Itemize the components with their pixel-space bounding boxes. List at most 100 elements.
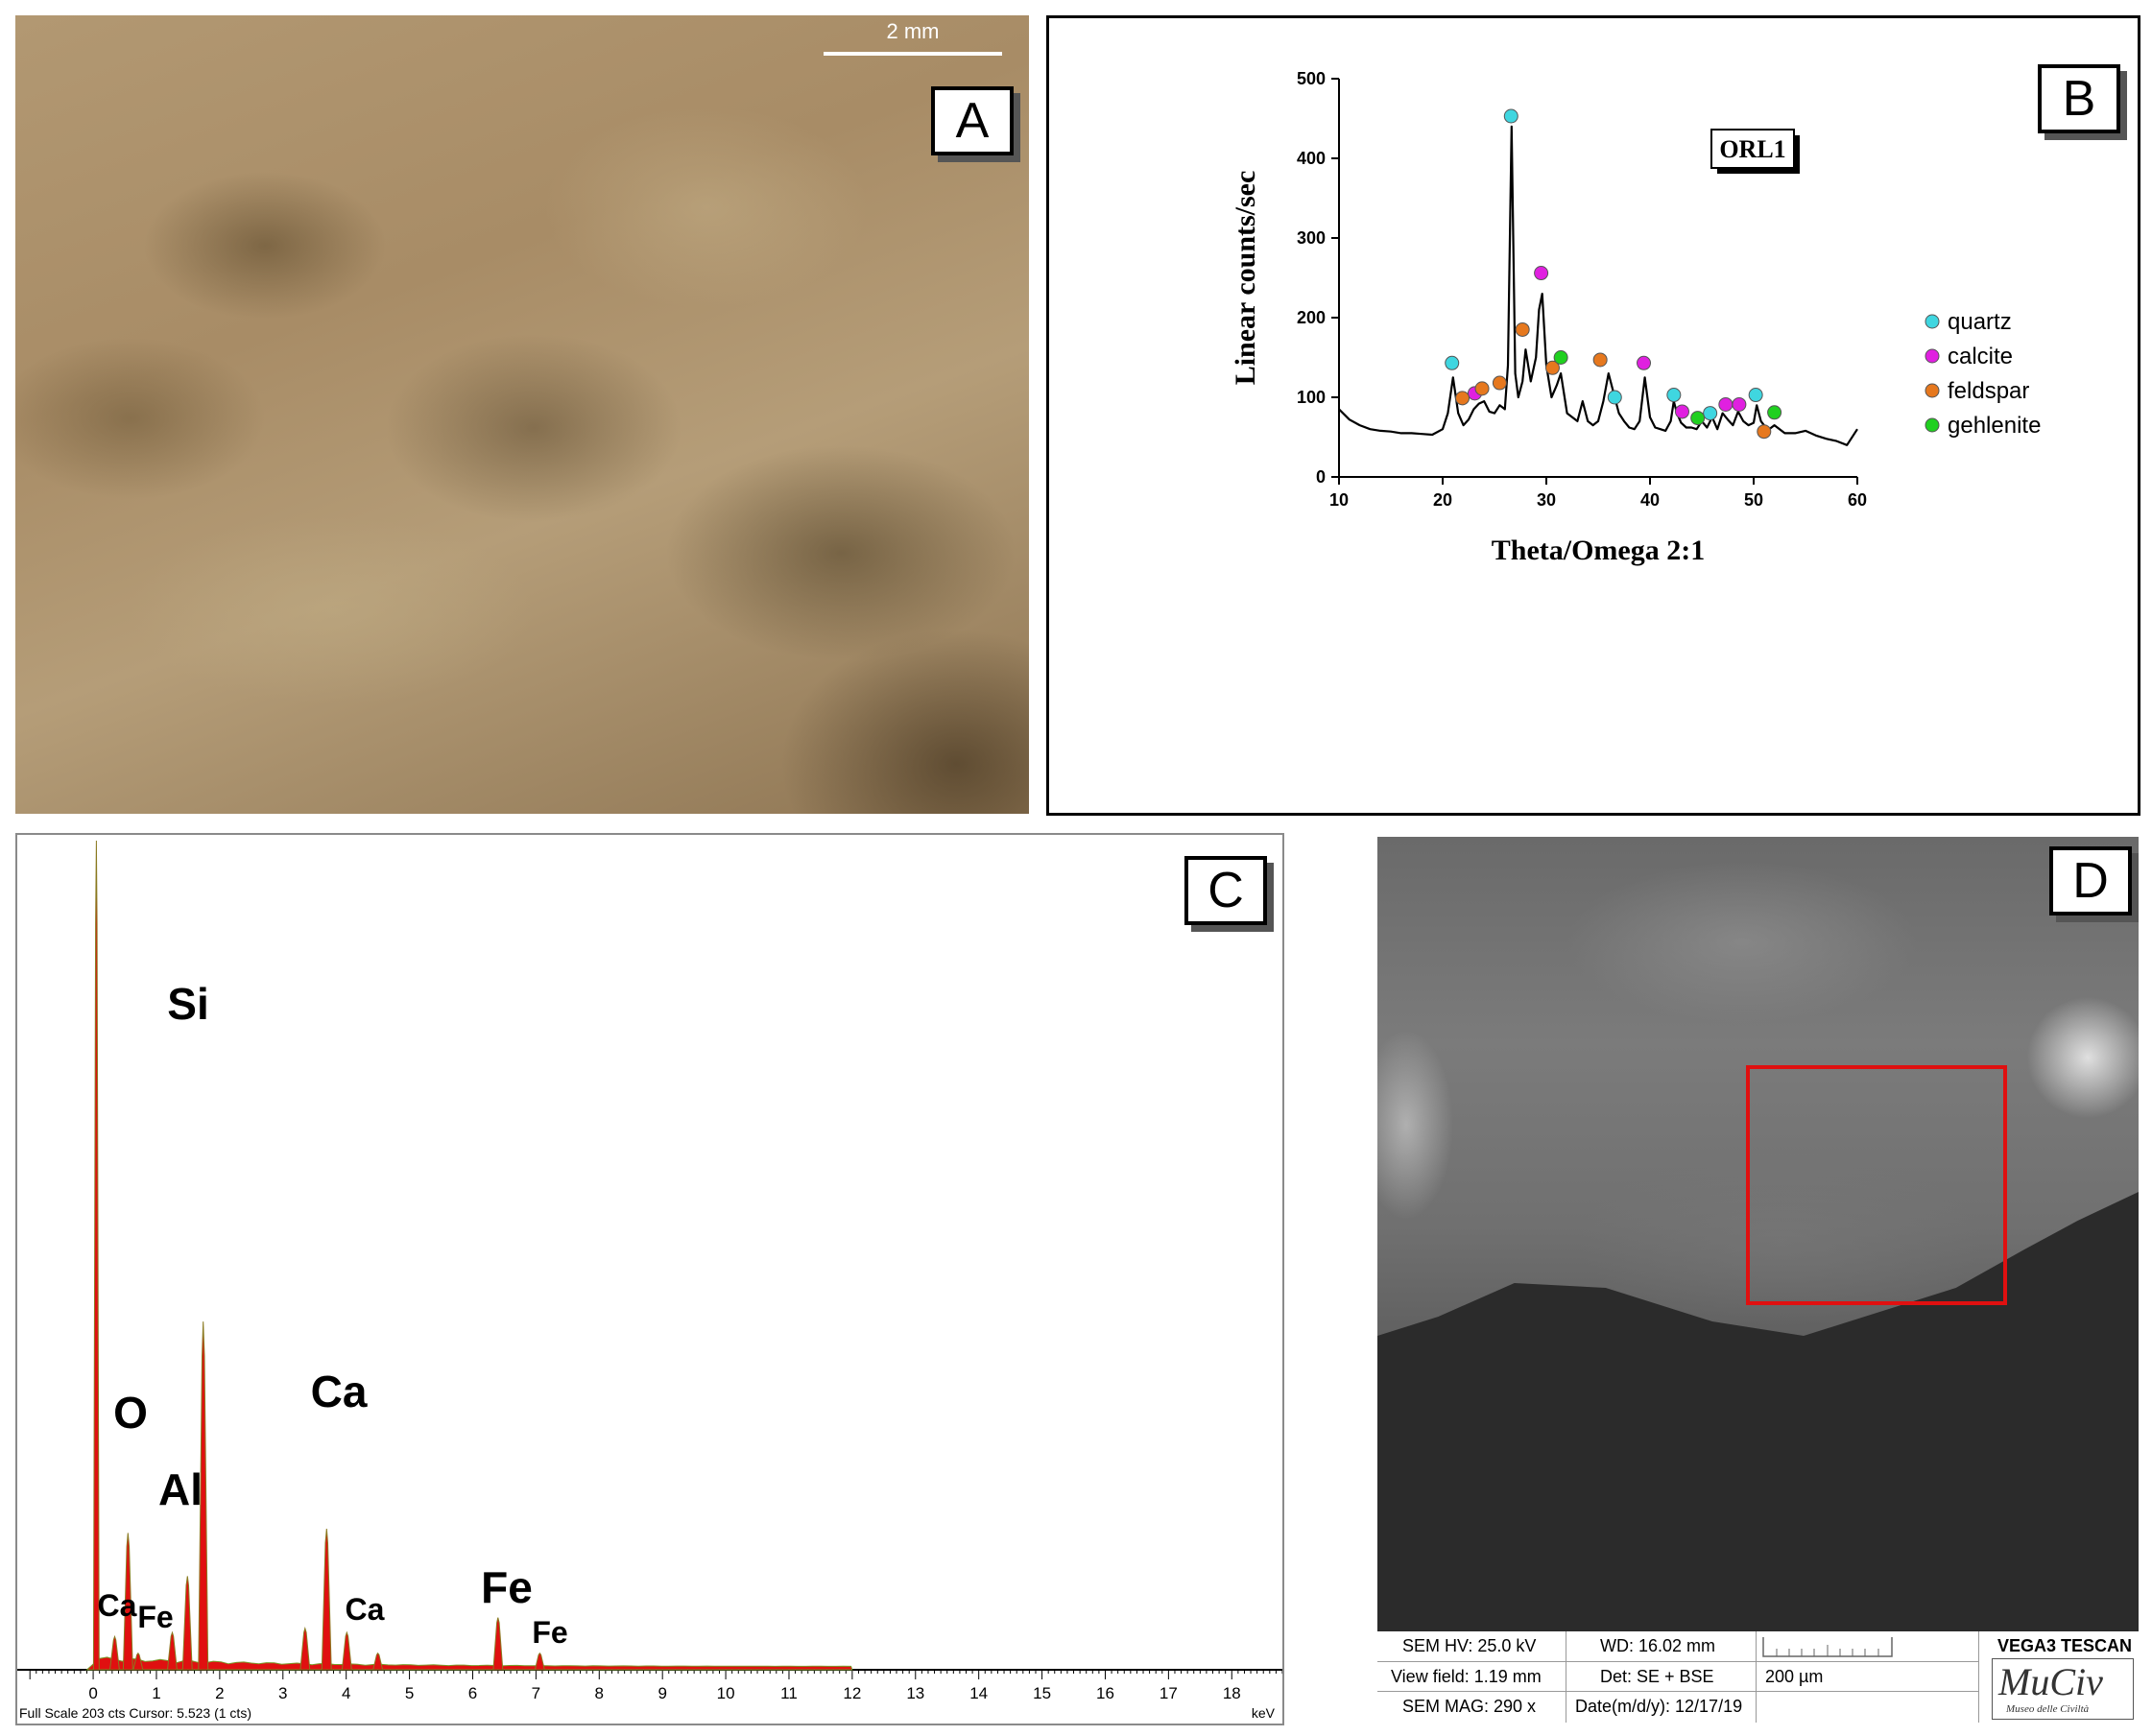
xrd-chart: 0 100 200 300 400 500 10 20 30 40 50 60 Theta/Omega … bbox=[1230, 69, 2041, 566]
legend-label-gehlenite: gehlenite bbox=[1948, 413, 2041, 439]
xrd-pattern-line bbox=[1338, 125, 1858, 446]
sem-scale-bar bbox=[1762, 1637, 1893, 1657]
energy-tick-label: 17 bbox=[1160, 1684, 1178, 1702]
marker-quartz bbox=[1607, 390, 1622, 405]
panel-d-sem: D SEM HV: 25.0 kV WD: 16.02 mm VEGA3 TES… bbox=[1377, 837, 2139, 1723]
marker-quartz bbox=[1666, 388, 1682, 403]
spectrum-peak bbox=[321, 1529, 332, 1671]
spectrum-peak bbox=[198, 1321, 209, 1671]
energy-tick-label: 12 bbox=[843, 1684, 861, 1702]
x-tick-label: 20 bbox=[1433, 490, 1452, 510]
region-of-interest-box bbox=[1746, 1065, 2007, 1305]
y-tick-label: 500 bbox=[1297, 69, 1326, 88]
scale-bar bbox=[824, 52, 1002, 56]
sample-label-box bbox=[1710, 129, 1795, 169]
panel-letter-c: C bbox=[1184, 856, 1267, 925]
sem-detector: Det: SE + BSE bbox=[1600, 1667, 1714, 1686]
y-tick-label: 400 bbox=[1297, 149, 1326, 168]
energy-tick-label: 0 bbox=[88, 1684, 97, 1702]
x-tick-label: 40 bbox=[1640, 490, 1660, 510]
y-tick-label: 0 bbox=[1316, 467, 1326, 487]
marker-feldspar bbox=[1757, 424, 1772, 440]
energy-tick-label: 2 bbox=[215, 1684, 224, 1702]
panel-letter-d: D bbox=[2049, 846, 2132, 916]
y-tick-label: 100 bbox=[1297, 388, 1326, 407]
panel-letter-b: B bbox=[2038, 64, 2120, 133]
energy-tick-label: 1 bbox=[152, 1684, 160, 1702]
legend-label-calcite: calcite bbox=[1948, 344, 2013, 369]
energy-tick-label: 11 bbox=[780, 1684, 798, 1702]
element-label-fe: Fe bbox=[532, 1615, 567, 1650]
energy-tick-label: 5 bbox=[405, 1684, 414, 1702]
energy-tick-label: 6 bbox=[468, 1684, 477, 1702]
energy-tick-label: 15 bbox=[1033, 1684, 1051, 1702]
legend-marker-gehlenite bbox=[1925, 417, 1940, 433]
panel-a-micrograph: 2 mm A bbox=[15, 15, 1029, 814]
legend-label-feldspar: feldspar bbox=[1948, 378, 2029, 404]
xrd-plot-area: 0 100 200 300 400 500 10 20 30 40 50 60 Theta/Omega … bbox=[1230, 69, 1867, 566]
legend-marker-calcite bbox=[1925, 348, 1940, 364]
museum-logo: MuCiv Museo delle Civiltà bbox=[1992, 1658, 2134, 1720]
x-tick-label: 30 bbox=[1537, 490, 1556, 510]
marker-calcite bbox=[1718, 396, 1734, 412]
spectrum-peak bbox=[108, 1634, 120, 1671]
sem-date: Date(m/d/y): 12/17/19 bbox=[1575, 1697, 1743, 1716]
energy-tick-label: 4 bbox=[342, 1684, 350, 1702]
spectrum-peak bbox=[132, 1652, 144, 1671]
spectrum-peak bbox=[299, 1627, 311, 1671]
sem-wd: WD: 16.02 mm bbox=[1600, 1636, 1716, 1655]
marker-calcite bbox=[1534, 266, 1549, 281]
energy-tick-label: 7 bbox=[532, 1684, 540, 1702]
x-tick-label: 50 bbox=[1744, 490, 1763, 510]
spectrum-peak bbox=[372, 1652, 384, 1671]
marker-quartz bbox=[1445, 355, 1460, 370]
marker-calcite bbox=[1637, 355, 1652, 370]
marker-feldspar bbox=[1592, 352, 1608, 368]
energy-axis-unit: keV bbox=[1252, 1705, 1276, 1721]
marker-quartz bbox=[1703, 406, 1718, 421]
legend-marker-quartz bbox=[1925, 314, 1940, 329]
spectrum-background bbox=[85, 1656, 853, 1671]
marker-quartz bbox=[1503, 108, 1518, 124]
energy-tick-label: 8 bbox=[595, 1684, 604, 1702]
marker-calcite bbox=[1732, 396, 1747, 412]
marker-feldspar bbox=[1492, 375, 1507, 391]
element-label-ca: Ca bbox=[98, 1588, 137, 1623]
spectrum-peak bbox=[492, 1617, 504, 1671]
y-tick-label: 200 bbox=[1297, 308, 1326, 327]
marker-feldspar bbox=[1455, 391, 1471, 406]
sem-hv: SEM HV: 25.0 kV bbox=[1402, 1636, 1537, 1655]
logo-text: MuCiv bbox=[1998, 1660, 2103, 1703]
spectrum-footer: Full Scale 203 cts Cursor: 5.523 (1 cts) bbox=[19, 1705, 251, 1721]
marker-calcite bbox=[1674, 404, 1689, 419]
energy-tick-label: 14 bbox=[969, 1684, 988, 1702]
spectrum-peak bbox=[92, 840, 100, 1671]
panel-letter-a: A bbox=[931, 86, 1014, 155]
sem-magnification: SEM MAG: 290 x bbox=[1402, 1697, 1537, 1716]
energy-tick-label: 3 bbox=[278, 1684, 287, 1702]
marker-quartz bbox=[1748, 388, 1763, 403]
sem-info-bar: SEM HV: 25.0 kV WD: 16.02 mm VEGA3 TESCA… bbox=[1377, 1631, 2139, 1723]
marker-feldspar bbox=[1515, 321, 1530, 337]
scale-bar-label: 2 mm bbox=[886, 19, 940, 43]
marker-feldspar bbox=[1544, 360, 1560, 375]
spectrum-peak bbox=[341, 1630, 352, 1671]
element-label-fe: Fe bbox=[137, 1600, 173, 1634]
element-label-ca: Ca bbox=[311, 1367, 368, 1416]
marker-gehlenite bbox=[1690, 411, 1706, 426]
marker-gehlenite bbox=[1553, 350, 1568, 365]
energy-tick-label: 16 bbox=[1096, 1684, 1114, 1702]
panel-c-eds: 0 1 2 3 4 5 6 7 8 9 10 11 12 13 14 15 16 17 18 keV Full Scal… bbox=[15, 833, 1284, 1725]
element-label-o: O bbox=[113, 1388, 148, 1438]
sem-view-field: View field: 1.19 mm bbox=[1391, 1667, 1542, 1686]
element-label-ca: Ca bbox=[346, 1592, 385, 1627]
energy-tick-label: 18 bbox=[1223, 1684, 1241, 1702]
sem-instrument: VEGA3 TESCAN bbox=[1997, 1636, 2133, 1655]
y-tick-label: 300 bbox=[1297, 228, 1326, 248]
element-label-al: Al bbox=[158, 1464, 203, 1514]
x-tick-label: 60 bbox=[1848, 490, 1867, 510]
legend-marker-feldspar bbox=[1925, 383, 1940, 398]
spectrum-peak bbox=[122, 1533, 133, 1671]
marker-gehlenite bbox=[1767, 405, 1782, 420]
